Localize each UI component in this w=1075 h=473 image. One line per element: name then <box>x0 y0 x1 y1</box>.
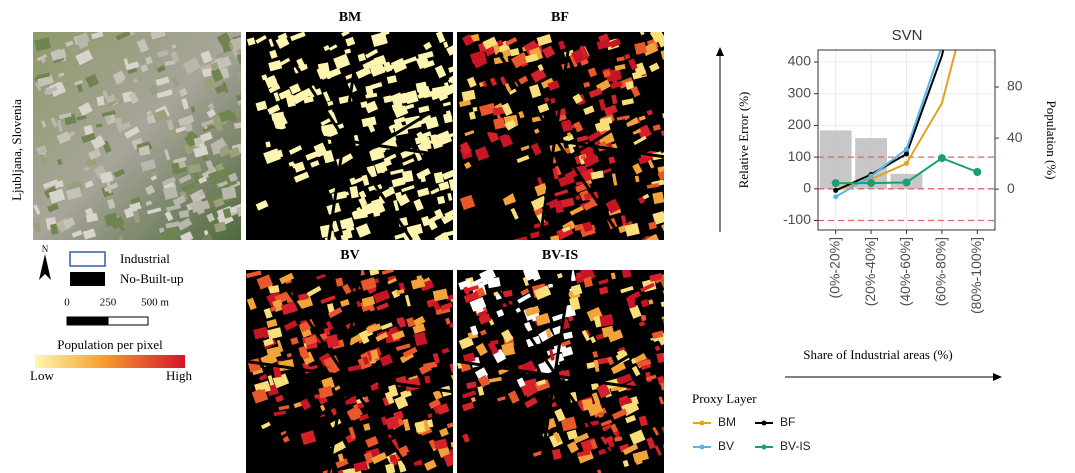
point <box>832 179 840 187</box>
legend-label: BV <box>718 439 734 453</box>
population-title: Population per pixel <box>57 337 163 352</box>
x-tick-label: (80%-100%] <box>968 237 984 314</box>
map-panel <box>33 29 253 247</box>
nobuilt-swatch <box>70 272 105 286</box>
map-block <box>664 161 669 165</box>
x-tick-label: (0%-20%] <box>826 237 842 298</box>
point <box>904 151 909 156</box>
map-panel <box>457 28 674 249</box>
map-block <box>641 315 647 321</box>
legend-title: Proxy Layer <box>692 391 757 406</box>
map-title: BV <box>340 248 359 263</box>
legend-label: BV-IS <box>780 439 811 453</box>
map-block <box>473 107 478 112</box>
point <box>904 161 909 166</box>
legend-marker <box>762 445 767 450</box>
y2-axis-label: Population (%) <box>1044 100 1059 179</box>
point <box>867 179 875 187</box>
y2-tick-label: 80 <box>1007 78 1023 94</box>
map-block <box>105 115 111 121</box>
map-block <box>415 421 426 433</box>
point <box>869 174 874 179</box>
point <box>904 147 909 152</box>
legend-marker <box>762 421 767 426</box>
y-tick-label: 0 <box>803 180 811 196</box>
y-tick-label: 100 <box>788 148 812 164</box>
north-arrow <box>39 254 51 280</box>
map-panel <box>246 30 465 249</box>
map-block <box>622 268 632 278</box>
scale-label: 250 <box>100 297 117 309</box>
map-title: BM <box>339 10 362 25</box>
map-panel <box>246 268 466 473</box>
point <box>938 154 946 162</box>
y-tick-label: 400 <box>788 53 812 69</box>
scale-bar <box>67 317 108 325</box>
panel-label: Ljubljana, Slovenia <box>9 99 24 201</box>
map-block <box>663 331 676 344</box>
point <box>833 188 838 193</box>
point <box>903 178 911 186</box>
y2-tick-label: 0 <box>1007 180 1015 196</box>
y-tick-label: -100 <box>783 211 811 227</box>
x-tick-label: (40%-60%] <box>897 237 913 306</box>
population-gradient <box>35 355 185 368</box>
point <box>973 168 981 176</box>
map-block <box>634 42 647 55</box>
map-block <box>221 186 236 200</box>
map-title: BF <box>551 10 569 25</box>
y2-tick-label: 40 <box>1007 129 1023 145</box>
x-axis-label: Share of Industrial areas (%) <box>803 347 952 362</box>
axis-arrow-head <box>993 373 1002 381</box>
y-tick-label: 300 <box>788 84 812 100</box>
map-title: BV-IS <box>542 248 579 263</box>
chart-title: SVN <box>892 27 923 44</box>
x-tick-label: (20%-40%] <box>862 237 878 306</box>
x-tick-label: (60%-80%] <box>933 237 949 306</box>
y-tick-label: 200 <box>788 116 812 132</box>
industrial-swatch <box>70 252 105 266</box>
map-block <box>582 398 594 410</box>
legend-marker <box>700 445 705 450</box>
legend-item: No-Built-up <box>120 271 184 286</box>
population-high: High <box>166 368 193 383</box>
map-block <box>662 317 674 328</box>
scale-bar <box>108 317 148 325</box>
scale-label: 0 <box>64 297 70 309</box>
point <box>833 194 838 199</box>
map-panel <box>457 266 676 473</box>
scale-label: 500 m <box>141 297 169 309</box>
legend-marker <box>700 421 705 426</box>
map-block <box>663 443 672 449</box>
north-label: N <box>42 244 49 254</box>
map-block <box>652 192 664 204</box>
population-low: Low <box>30 368 54 383</box>
axis-arrow-head <box>716 47 724 56</box>
y-axis-label: Relative Error (%) <box>736 92 751 189</box>
legend-item: Industrial <box>120 251 170 266</box>
legend-label: BM <box>718 415 736 429</box>
legend-label: BF <box>780 415 795 429</box>
figure: Ljubljana, Slovenia N Industrial No-Buil… <box>0 0 1075 473</box>
